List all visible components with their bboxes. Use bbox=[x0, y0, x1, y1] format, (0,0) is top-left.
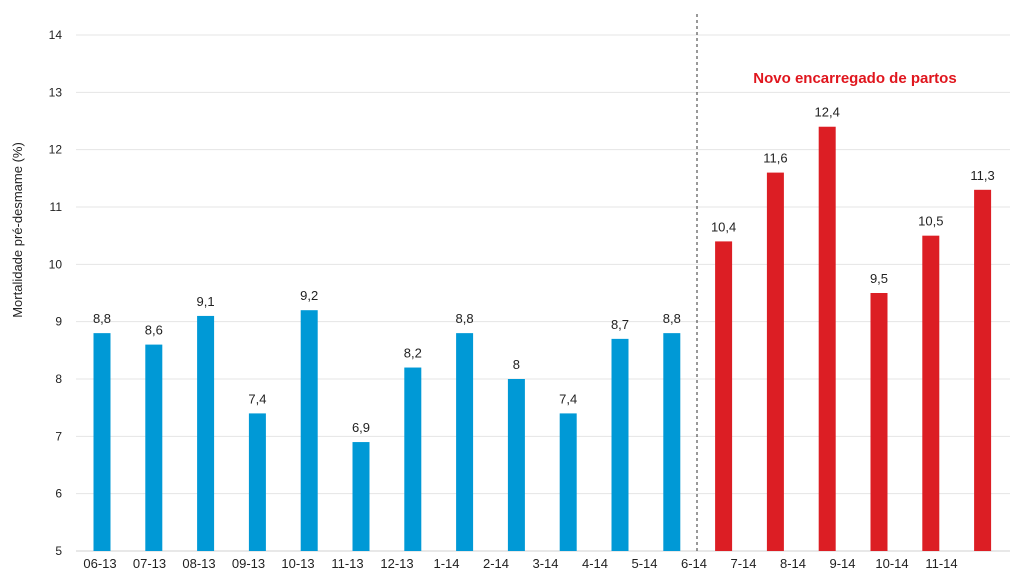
x-tick-label: 3-14 bbox=[532, 556, 558, 571]
data-label: 8,8 bbox=[93, 311, 111, 326]
y-tick-label: 7 bbox=[55, 429, 62, 443]
data-label: 9,2 bbox=[300, 288, 318, 303]
data-label: 8,7 bbox=[611, 317, 629, 332]
data-label: 10,4 bbox=[711, 219, 736, 234]
bar bbox=[611, 338, 629, 551]
data-label: 9,5 bbox=[870, 271, 888, 286]
x-tick-label: 5-14 bbox=[631, 556, 657, 571]
data-label: 11,6 bbox=[763, 151, 787, 166]
bar bbox=[974, 189, 992, 552]
bar bbox=[197, 315, 215, 551]
data-label: 9,1 bbox=[197, 294, 215, 309]
x-tick-label: 8-14 bbox=[780, 556, 806, 571]
y-tick-label: 5 bbox=[55, 544, 62, 558]
x-tick-label: 10-13 bbox=[281, 556, 314, 571]
y-tick-label: 13 bbox=[49, 85, 63, 99]
y-tick-label: 8 bbox=[55, 372, 62, 386]
bar bbox=[663, 333, 681, 551]
x-tick-label: 12-13 bbox=[380, 556, 413, 571]
data-label: 8 bbox=[513, 357, 520, 372]
bar bbox=[248, 413, 266, 551]
y-axis-ticks: 5 6 7 8 9 10 11 12 13 14 bbox=[49, 28, 63, 558]
y-axis-label: Mortalidade pré-desmame (%) bbox=[10, 142, 25, 318]
x-tick-label: 08-13 bbox=[182, 556, 215, 571]
bar bbox=[818, 126, 836, 551]
data-label: 8,8 bbox=[663, 311, 681, 326]
bar bbox=[507, 379, 525, 551]
x-tick-label: 2-14 bbox=[483, 556, 509, 571]
bar bbox=[559, 413, 577, 551]
bars bbox=[93, 126, 992, 552]
x-tick-label: 7-14 bbox=[730, 556, 756, 571]
y-tick-label: 11 bbox=[50, 200, 63, 214]
data-label: 6,9 bbox=[352, 420, 370, 435]
x-tick-label: 9-14 bbox=[829, 556, 855, 571]
y-tick-label: 12 bbox=[49, 143, 63, 157]
data-label: 11,3 bbox=[970, 168, 994, 183]
y-tick-label: 14 bbox=[49, 28, 63, 42]
bar bbox=[715, 241, 733, 551]
bar bbox=[93, 333, 111, 551]
data-label: 7,4 bbox=[559, 391, 577, 406]
bar bbox=[404, 367, 422, 551]
x-tick-label: 06-13 bbox=[83, 556, 116, 571]
gridlines bbox=[76, 34, 1010, 552]
x-tick-label: 11-14 bbox=[925, 556, 957, 571]
x-axis-ticks: 06-13 07-13 08-13 09-13 10-13 11-13 12-13 1-14 2… bbox=[83, 556, 957, 571]
x-tick-label: 11-13 bbox=[331, 556, 363, 571]
bar bbox=[456, 333, 474, 551]
bar bbox=[766, 172, 784, 551]
y-tick-label: 9 bbox=[55, 315, 62, 329]
bar bbox=[870, 293, 888, 551]
x-tick-label: 6-14 bbox=[681, 556, 707, 571]
x-tick-label: 1-14 bbox=[433, 556, 459, 571]
x-tick-label: 09-13 bbox=[232, 556, 265, 571]
data-label: 12,4 bbox=[815, 105, 840, 120]
x-tick-label: 4-14 bbox=[582, 556, 608, 571]
bar bbox=[922, 235, 940, 551]
data-label: 8,8 bbox=[456, 311, 474, 326]
annotation: Novo encarregado de partos bbox=[753, 70, 956, 87]
data-label: 8,6 bbox=[145, 323, 163, 338]
bar bbox=[352, 442, 370, 551]
y-tick-label: 6 bbox=[55, 487, 62, 501]
bar bbox=[145, 344, 163, 551]
x-tick-label: 10-14 bbox=[875, 556, 908, 571]
data-label: 10,5 bbox=[918, 214, 943, 229]
data-label: 7,4 bbox=[248, 391, 266, 406]
bar bbox=[300, 310, 318, 551]
y-tick-label: 10 bbox=[49, 257, 63, 271]
x-tick-label: 07-13 bbox=[133, 556, 166, 571]
data-labels: 8,8 8,6 9,1 7,4 9,2 6,9 8,2 8,8 8 7,4 8,7 8,8 10,4 11… bbox=[93, 105, 995, 435]
data-label: 8,2 bbox=[404, 346, 422, 361]
